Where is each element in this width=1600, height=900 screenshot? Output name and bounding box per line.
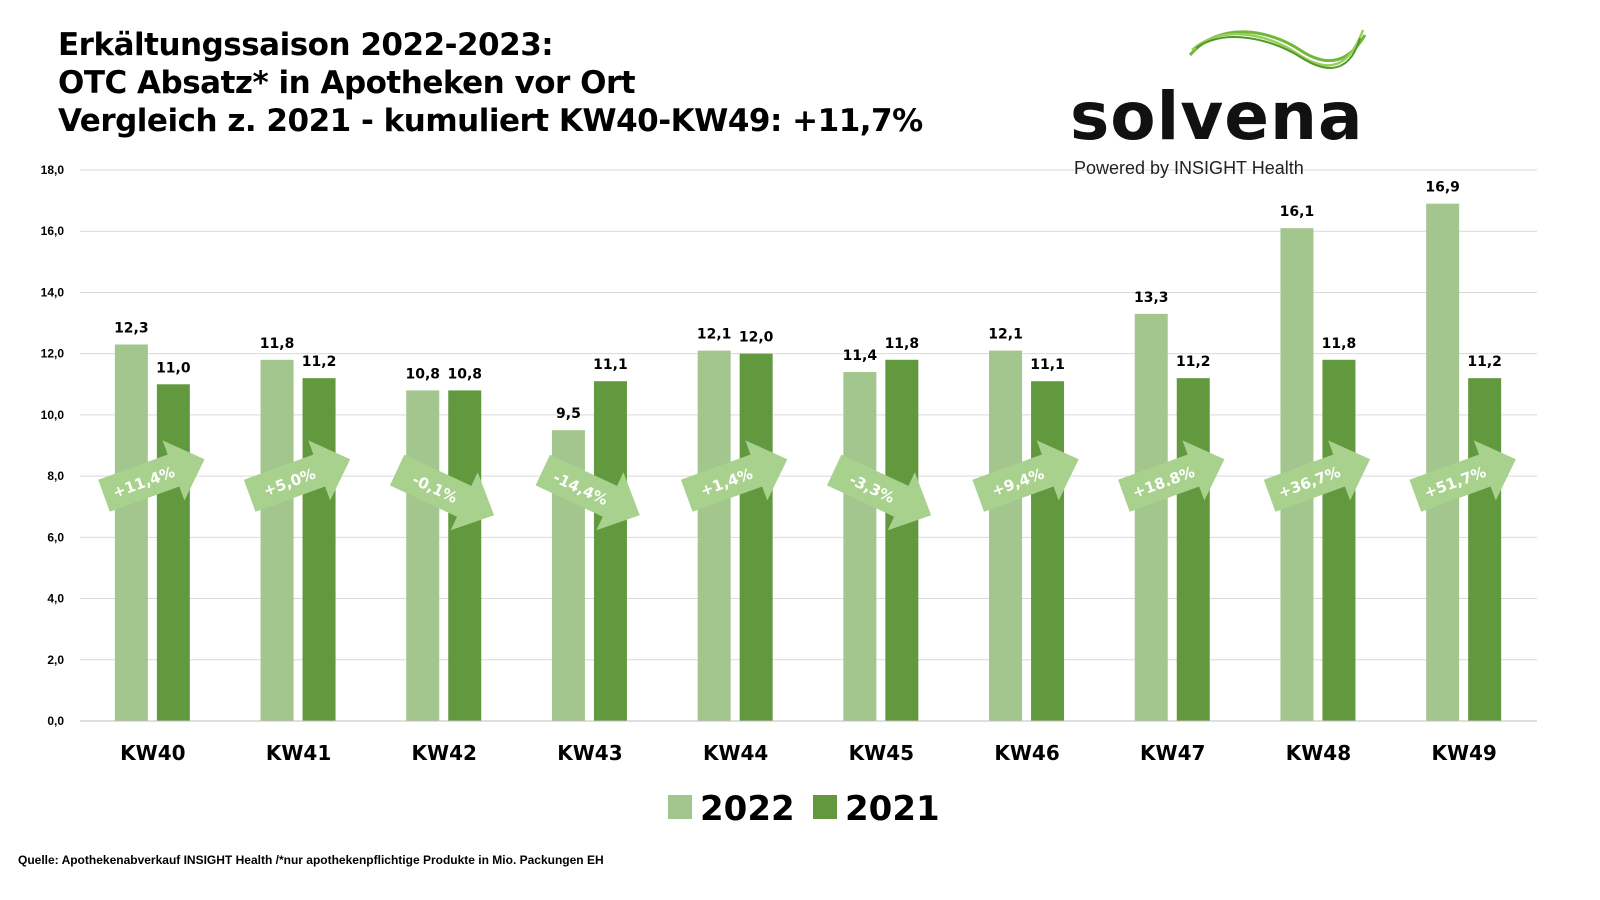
solvena-logo: solvena Powered by INSIGHT Health xyxy=(1070,20,1370,190)
data-label: 11,8 xyxy=(260,336,295,352)
bar-2022 xyxy=(989,350,1023,721)
down-arrow-icon: -14,4% xyxy=(535,454,640,531)
bar-2022 xyxy=(843,372,877,721)
chart-title: Erkältungssaison 2022-2023: OTC Absatz* … xyxy=(58,26,923,140)
y-tick-label: 10,0 xyxy=(41,408,65,422)
x-tick-label: KW45 xyxy=(849,741,914,765)
y-tick-label: 16,0 xyxy=(41,224,65,238)
bar-2021 xyxy=(448,390,482,721)
data-label: 11,1 xyxy=(1030,357,1065,373)
data-label: 12,1 xyxy=(697,327,732,343)
data-label: 11,4 xyxy=(843,348,878,364)
x-tick-label: KW41 xyxy=(266,741,331,765)
data-label: 11,2 xyxy=(1467,354,1502,370)
legend-label: 2021 xyxy=(845,789,940,829)
bar-2022 xyxy=(697,350,731,721)
data-label: 12,3 xyxy=(114,320,149,336)
legend-swatch-2022 xyxy=(668,795,692,819)
data-label: 11,2 xyxy=(302,354,337,370)
x-tick-label: KW46 xyxy=(994,741,1059,765)
bar-2021 xyxy=(302,378,336,721)
data-label: 9,5 xyxy=(556,406,581,422)
bar-2021 xyxy=(1031,381,1065,721)
x-tick-label: KW44 xyxy=(703,741,768,765)
x-tick-label: KW48 xyxy=(1286,741,1351,765)
y-tick-label: 12,0 xyxy=(41,347,65,361)
y-tick-label: 18,0 xyxy=(41,163,65,177)
bar-2022 xyxy=(114,344,148,721)
up-arrow-icon: +11,4% xyxy=(98,440,205,512)
x-tick-label: KW47 xyxy=(1140,741,1205,765)
logo-subtitle: Powered by INSIGHT Health xyxy=(1074,158,1304,178)
bar-2022 xyxy=(1134,313,1168,721)
x-tick-label: KW40 xyxy=(120,741,185,765)
legend-swatch-2021 xyxy=(813,795,837,819)
bar-2022 xyxy=(260,359,294,721)
legend-label: 2022 xyxy=(700,789,795,829)
down-arrow-icon: -0,1% xyxy=(389,454,495,531)
y-tick-label: 0,0 xyxy=(47,714,64,728)
bar-2021 xyxy=(1176,378,1210,721)
data-label: 11,2 xyxy=(1176,354,1211,370)
bar-2021 xyxy=(593,381,627,721)
bar-2021 xyxy=(1322,359,1356,721)
bar-2021 xyxy=(885,359,919,721)
source-note: Quelle: Apothekenabverkauf INSIGHT Healt… xyxy=(18,853,604,867)
up-arrow-icon: +9,4% xyxy=(972,440,1079,512)
data-label: 11,1 xyxy=(593,357,628,373)
y-tick-label: 6,0 xyxy=(47,530,64,544)
x-tick-label: KW42 xyxy=(412,741,477,765)
bar-2022 xyxy=(406,390,440,721)
data-label: 16,9 xyxy=(1425,180,1460,196)
data-label: 11,8 xyxy=(1322,336,1357,352)
data-label: 13,3 xyxy=(1134,290,1169,306)
y-tick-label: 2,0 xyxy=(47,653,64,667)
data-label: 11,8 xyxy=(885,336,920,352)
title-line: Vergleich z. 2021 - kumuliert KW40-KW49:… xyxy=(58,103,923,139)
up-arrow-icon: +18.8% xyxy=(1118,440,1225,512)
up-arrow-icon: +1,4% xyxy=(680,440,788,512)
y-tick-label: 8,0 xyxy=(47,469,64,483)
bar-2021 xyxy=(739,353,773,721)
bar-2022 xyxy=(1426,203,1460,721)
bar-2021 xyxy=(156,384,190,721)
y-tick-label: 14,0 xyxy=(41,285,65,299)
y-tick-label: 4,0 xyxy=(47,592,64,606)
data-label: 12,0 xyxy=(739,330,774,346)
data-label: 10,8 xyxy=(405,366,440,382)
data-label: 16,1 xyxy=(1280,204,1315,220)
up-arrow-icon: +36,7% xyxy=(1263,440,1371,512)
data-label: 10,8 xyxy=(447,366,482,382)
logo-word: solvena xyxy=(1070,78,1364,155)
x-tick-label: KW49 xyxy=(1431,741,1496,765)
data-label: 12,1 xyxy=(988,327,1023,343)
title-line: OTC Absatz* in Apotheken vor Ort xyxy=(58,65,636,101)
bar-2021 xyxy=(1468,378,1502,721)
up-arrow-icon: +51,7% xyxy=(1409,440,1516,512)
down-arrow-icon: -3,3% xyxy=(827,454,932,531)
data-label: 11,0 xyxy=(156,360,191,376)
wave-logo-icon xyxy=(1188,29,1367,69)
title-line: Erkältungssaison 2022-2023: xyxy=(58,27,554,63)
x-tick-label: KW43 xyxy=(557,741,622,765)
up-arrow-icon: +5,0% xyxy=(243,440,351,512)
